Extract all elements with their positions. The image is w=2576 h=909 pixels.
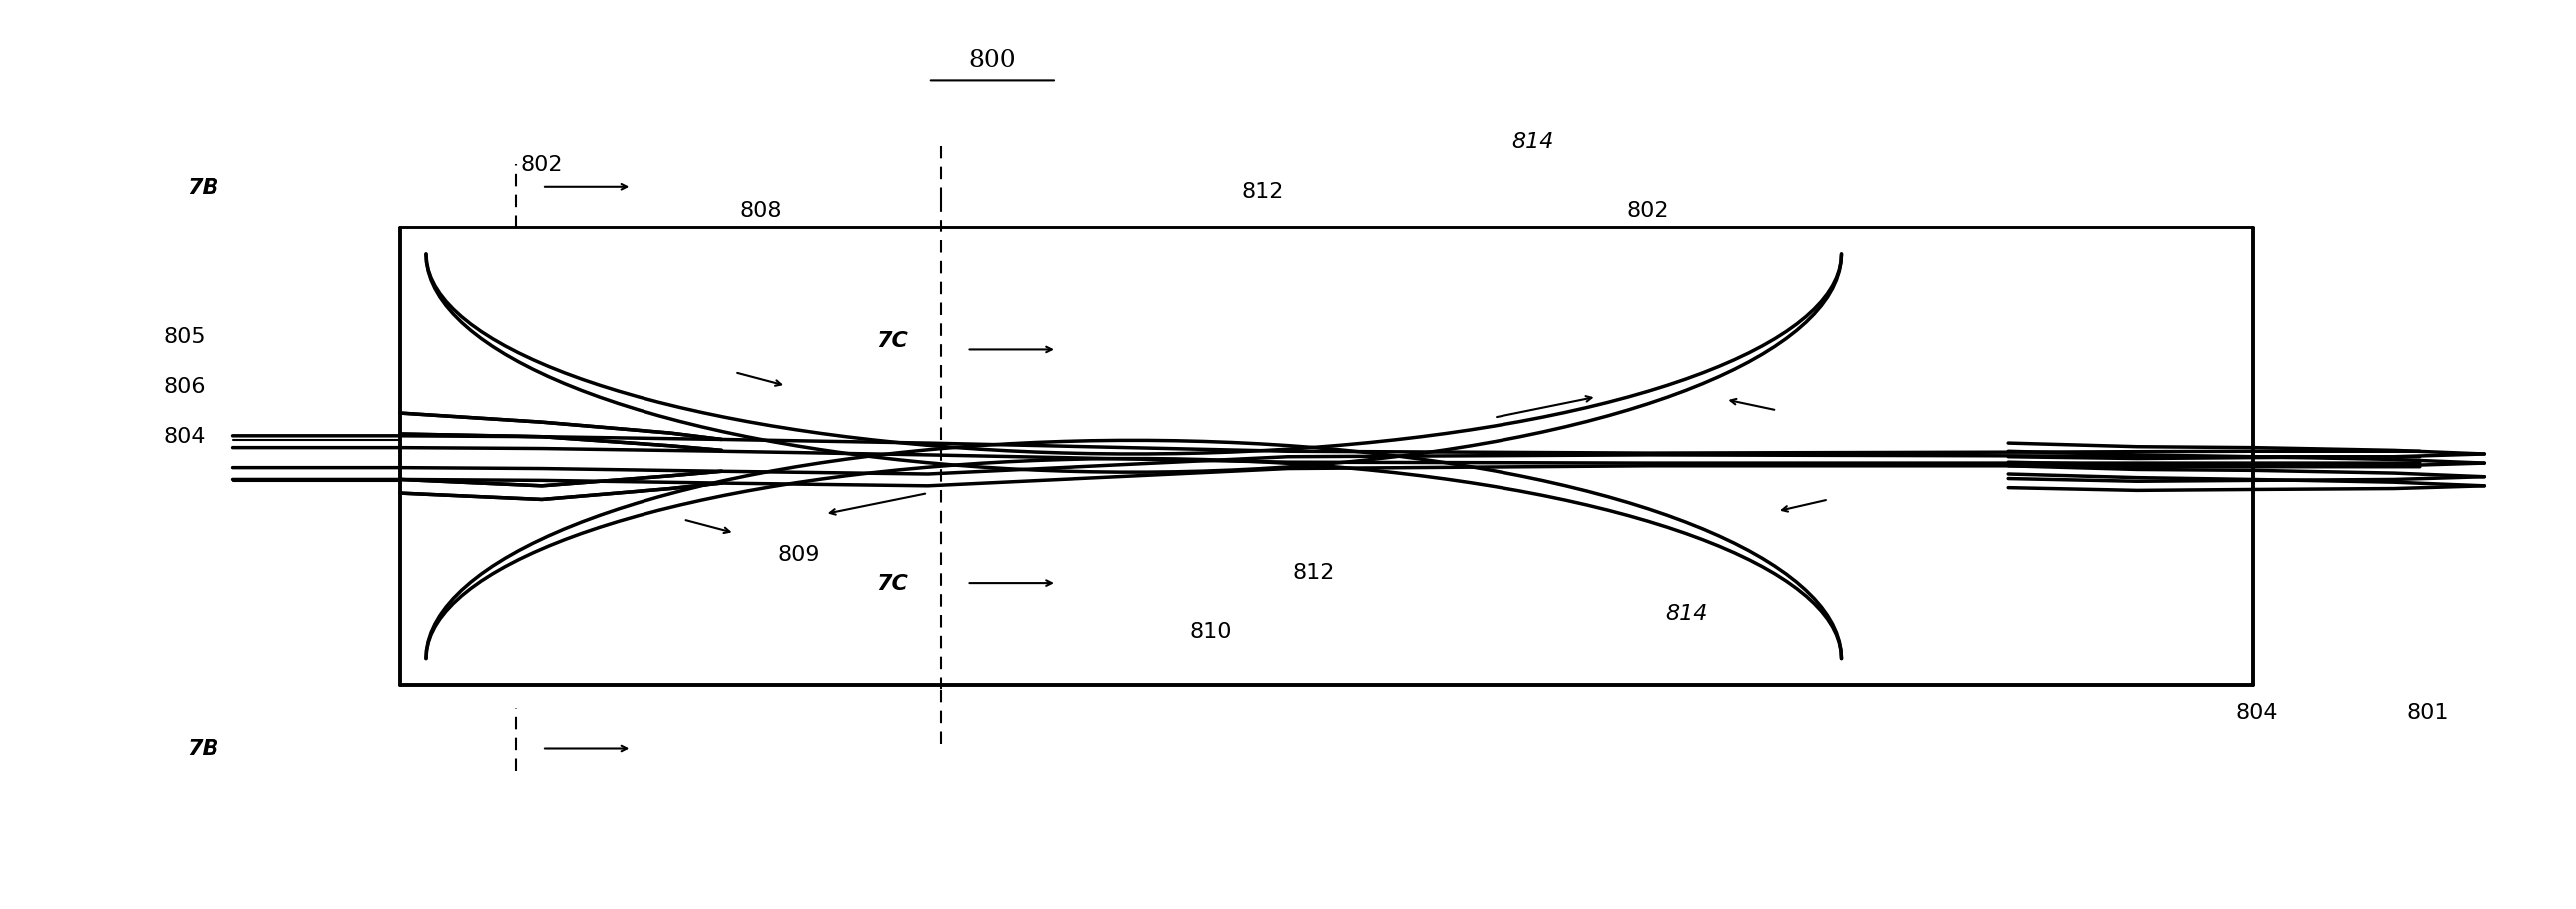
Text: 801: 801 <box>2409 703 2450 723</box>
Text: 808: 808 <box>739 200 781 220</box>
Text: 814: 814 <box>1667 604 1708 623</box>
Text: 7B: 7B <box>185 177 219 197</box>
Text: 812: 812 <box>1242 182 1283 202</box>
Text: 810: 810 <box>1190 621 1231 641</box>
Text: 7C: 7C <box>876 574 909 594</box>
Text: 812: 812 <box>1293 563 1334 583</box>
Text: 802: 802 <box>1628 200 1669 220</box>
Text: 814: 814 <box>1512 132 1553 152</box>
Text: 804: 804 <box>162 426 206 446</box>
Text: 7C: 7C <box>876 331 909 351</box>
Text: 809: 809 <box>778 544 819 564</box>
Text: 805: 805 <box>162 326 206 346</box>
Text: 806: 806 <box>162 376 206 396</box>
Text: 800: 800 <box>969 49 1015 72</box>
Text: 802: 802 <box>520 155 564 175</box>
Text: 7B: 7B <box>185 739 219 759</box>
Text: 804: 804 <box>2236 703 2277 723</box>
